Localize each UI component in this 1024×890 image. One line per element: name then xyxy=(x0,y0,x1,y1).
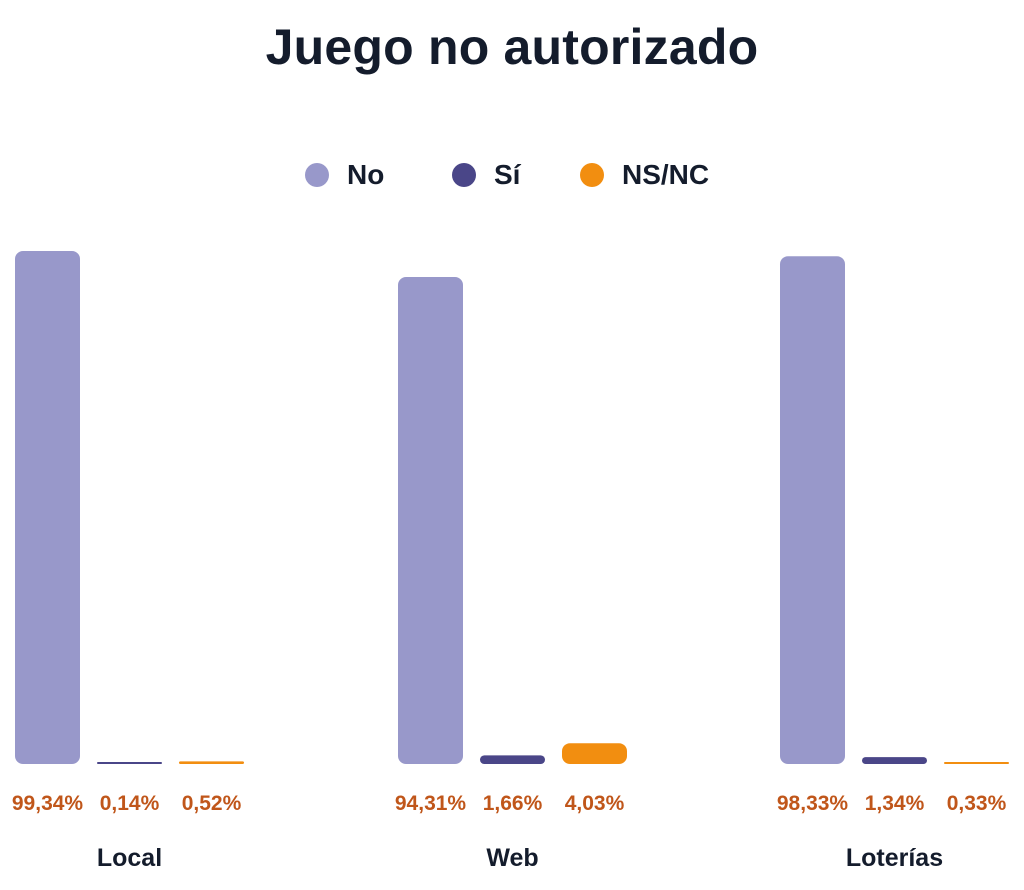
legend-item-si: Sí xyxy=(452,155,520,195)
category-label-web: Web xyxy=(486,844,538,872)
legend-swatch-no xyxy=(305,163,329,187)
bar-web-si xyxy=(480,755,545,764)
category-label-local: Local xyxy=(97,844,162,872)
legend-swatch-nsnc xyxy=(580,163,604,187)
value-label-web-ns-nc: 4,03% xyxy=(565,792,625,815)
legend-swatch-si xyxy=(452,163,476,187)
value-label-loterias-si: 1,34% xyxy=(865,792,925,815)
legend-label-si: Sí xyxy=(494,159,521,190)
legend-label-no: No xyxy=(347,159,385,190)
value-label-local-no: 99,34% xyxy=(12,792,84,815)
bar-web-ns-nc xyxy=(562,743,627,764)
value-label-web-si: 1,66% xyxy=(483,792,543,815)
value-label-loterias-no: 98,33% xyxy=(777,792,849,815)
value-label-local-si: 0,14% xyxy=(100,792,160,815)
value-label-loterias-ns-nc: 0,33% xyxy=(947,792,1007,815)
bar-local-no xyxy=(15,251,80,764)
legend: No Sí NS/NC xyxy=(0,155,1024,195)
bar-loterias-si xyxy=(862,757,927,764)
bar-local-si xyxy=(97,762,162,764)
legend-label-nsnc: NS/NC xyxy=(622,159,710,190)
chart-title: Juego no autorizado xyxy=(265,19,759,75)
legend-item-no: No xyxy=(305,155,384,195)
value-label-local-ns-nc: 0,52% xyxy=(182,792,242,815)
bar-local-ns-nc xyxy=(179,761,244,764)
bar-loterias-ns-nc xyxy=(944,762,1009,764)
legend-item-nsnc: NS/NC xyxy=(580,155,709,195)
bar-loterias-no xyxy=(780,256,845,764)
bar-web-no xyxy=(398,276,463,764)
category-label-loterias: Loterías xyxy=(846,844,943,872)
value-label-web-no: 94,31% xyxy=(395,792,467,815)
